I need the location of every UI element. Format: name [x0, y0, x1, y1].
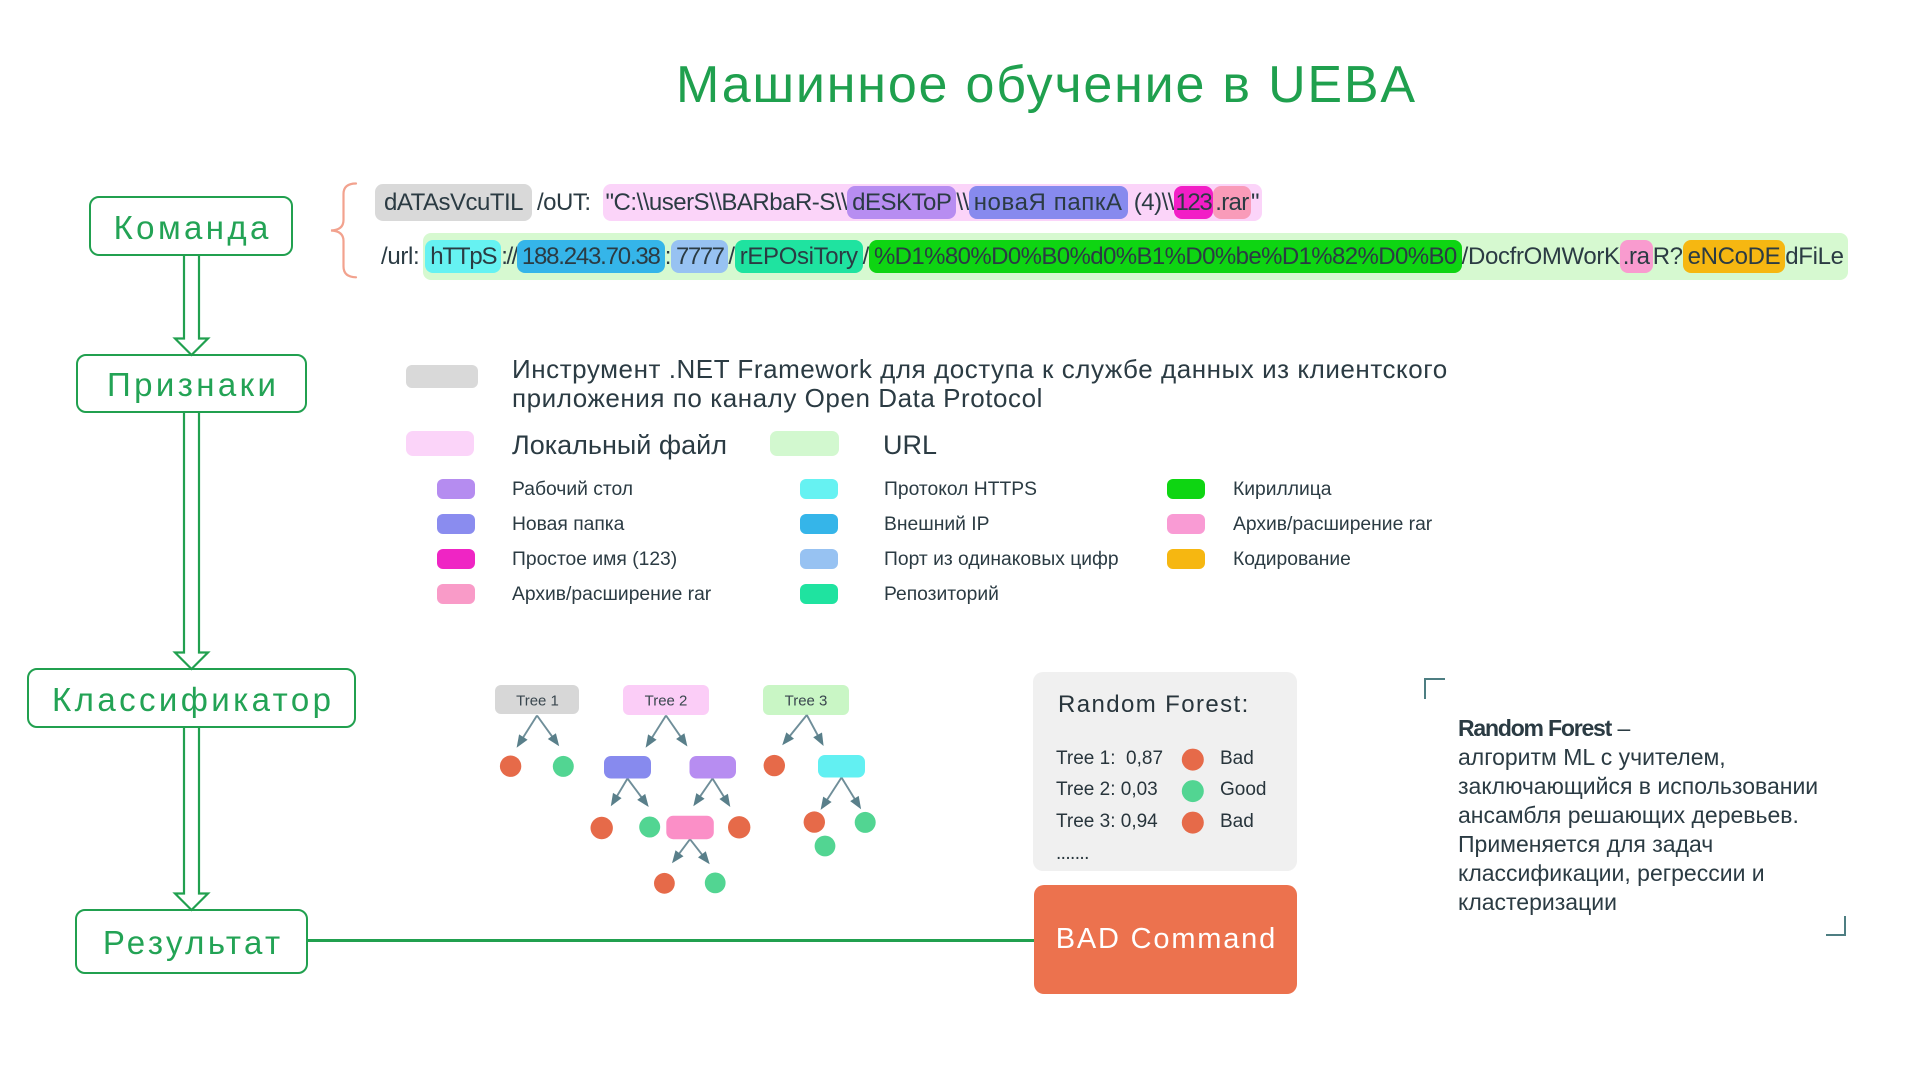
svg-text:Tree 1: Tree 1	[516, 693, 559, 710]
svg-text:Tree 3: Tree 3	[785, 693, 828, 710]
svg-text:Tree 2: Tree 2	[645, 693, 688, 710]
